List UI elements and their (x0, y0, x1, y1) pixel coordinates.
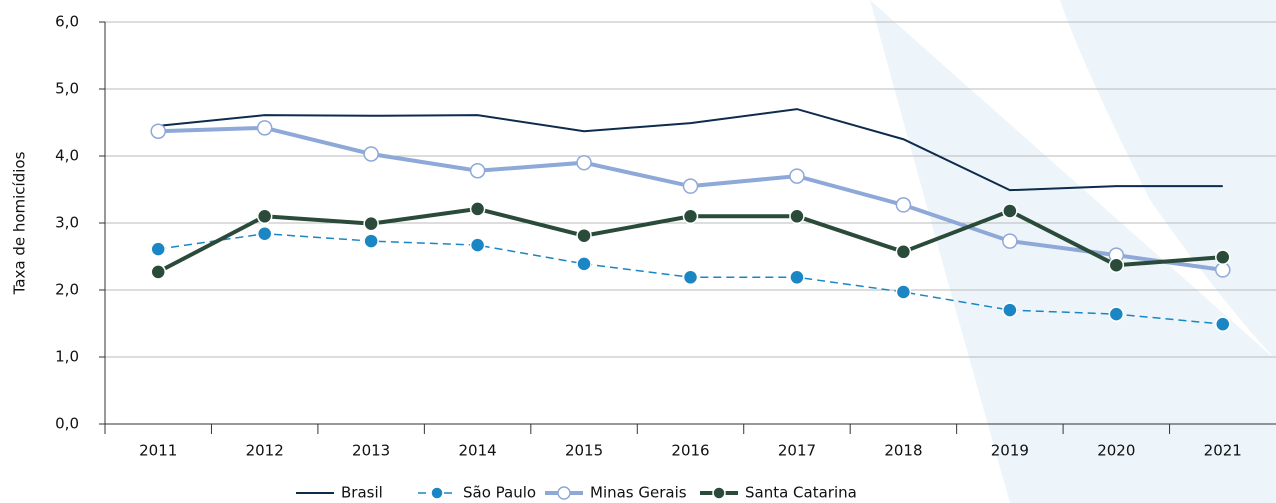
point (1002, 203, 1018, 219)
point (789, 208, 805, 225)
point (150, 123, 166, 139)
point (789, 269, 805, 286)
legend-marker (557, 486, 571, 500)
x-tick-label: 2017 (778, 442, 816, 460)
series-line (158, 108, 1223, 192)
point (469, 201, 486, 217)
y-tick-label: 2,0 (55, 281, 79, 299)
x-tick-label: 2016 (671, 442, 709, 460)
x-tick-label: 2015 (565, 442, 603, 460)
background-decoration (870, 0, 1276, 503)
point (469, 162, 486, 179)
y-tick-label: 1,0 (55, 348, 79, 366)
x-tick-label: 2011 (139, 442, 177, 460)
x-tick-label: 2014 (458, 442, 496, 460)
point (150, 241, 166, 257)
point (1215, 249, 1231, 265)
point (1215, 262, 1231, 278)
point (576, 227, 592, 244)
point (256, 225, 273, 242)
y-tick-label: 4,0 (55, 147, 79, 165)
legend-label: Santa Catarina (745, 484, 857, 502)
point (789, 168, 805, 184)
point (682, 178, 699, 194)
legend-label: Brasil (341, 484, 383, 502)
point (150, 264, 166, 280)
point (682, 269, 699, 286)
y-axis-label: Taxa de homicídios (11, 151, 29, 295)
x-tick-label: 2021 (1204, 442, 1242, 460)
point (1002, 302, 1018, 318)
point (1002, 233, 1018, 249)
point (895, 197, 912, 213)
legend-label: São Paulo (463, 484, 536, 502)
point (256, 120, 273, 136)
point (1108, 257, 1125, 273)
point (682, 208, 699, 225)
point (1215, 316, 1231, 332)
point (1108, 306, 1125, 322)
x-tick-label: 2019 (991, 442, 1029, 460)
y-tick-label: 5,0 (55, 80, 79, 98)
point (363, 215, 379, 232)
y-tick-label: 3,0 (55, 214, 79, 232)
legend-marker (712, 486, 726, 500)
point (469, 237, 486, 253)
legend-marker (430, 486, 444, 500)
x-tick-label: 2013 (352, 442, 390, 460)
y-tick-label: 6,0 (55, 13, 79, 31)
point (576, 154, 592, 171)
point (363, 233, 379, 249)
x-tick-label: 2018 (884, 442, 922, 460)
point (256, 208, 273, 225)
legend-label: Minas Gerais (590, 484, 687, 502)
x-tick-label: 2020 (1097, 442, 1135, 460)
point (576, 256, 592, 272)
point (895, 284, 912, 300)
x-tick-label: 2012 (246, 442, 284, 460)
point (363, 146, 379, 162)
point (895, 244, 912, 260)
y-tick-label: 0,0 (55, 415, 79, 433)
